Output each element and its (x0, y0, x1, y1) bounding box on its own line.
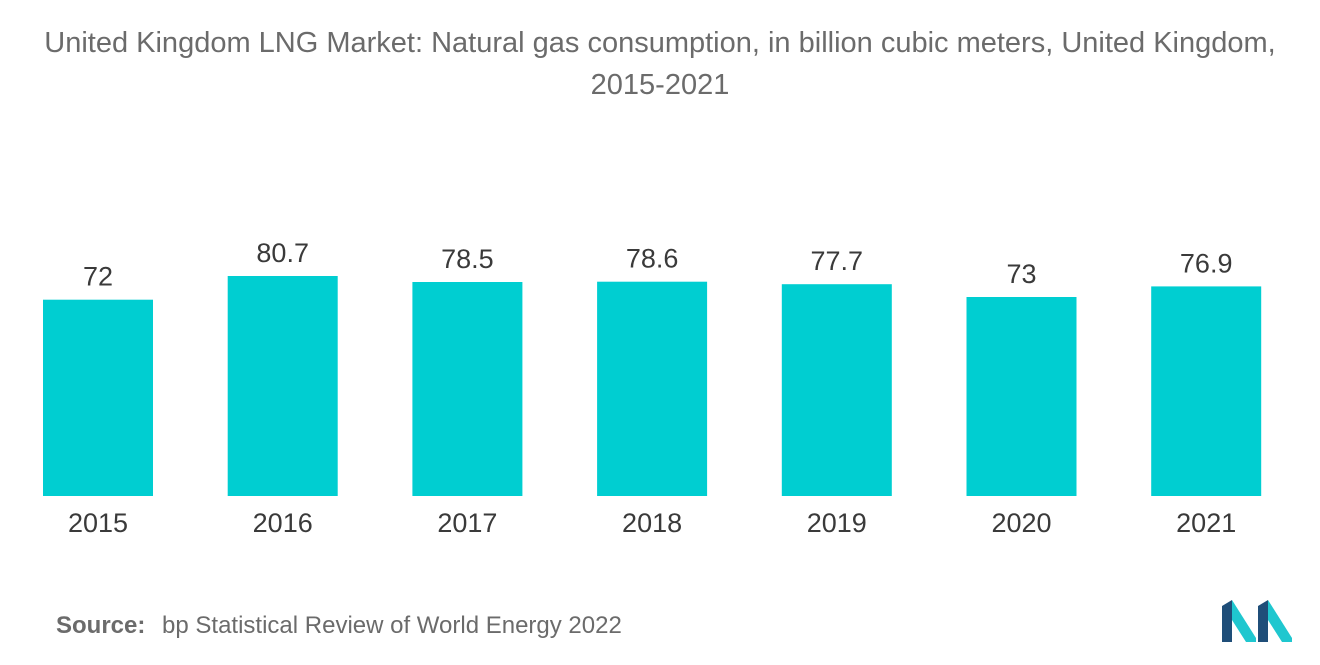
logo-shape-left (1222, 600, 1232, 642)
bar-2018 (597, 281, 708, 496)
value-label-2016: 80.7 (256, 238, 309, 268)
bar-2015 (43, 299, 153, 496)
value-label-2018: 78.6 (626, 244, 679, 274)
source-text: bp Statistical Review of World Energy 20… (162, 612, 622, 639)
x-tick-label-2018: 2018 (622, 508, 682, 538)
bar-2019 (781, 284, 892, 496)
chart-title: United Kingdom LNG Market: Natural gas c… (44, 27, 1276, 101)
source-note: Source: bp Statistical Review of World E… (56, 612, 622, 640)
value-label-2020: 73 (1006, 259, 1036, 289)
bar-chart: 72 2015 80.7 2016 78.5 2017 78.6 2018 77.7 2019 73… (43, 238, 1262, 538)
bar-2016 (227, 276, 338, 496)
x-tick-label-2019: 2019 (807, 508, 867, 538)
bar-2017 (412, 282, 523, 496)
bar-2020 (966, 297, 1077, 496)
x-tick-label-2020: 2020 (991, 508, 1051, 538)
logo-shape-mid (1232, 600, 1256, 642)
logo-shape-right-b (1268, 600, 1292, 642)
logo-shape-right-a (1258, 600, 1268, 642)
bar-2021 (1151, 286, 1262, 496)
x-tick-label-2016: 2016 (253, 508, 313, 538)
x-tick-label-2021: 2021 (1176, 508, 1236, 538)
value-label-2017: 78.5 (441, 244, 494, 274)
value-label-2021: 76.9 (1180, 248, 1233, 278)
value-label-2015: 72 (83, 262, 113, 292)
x-tick-label-2015: 2015 (68, 508, 128, 538)
mordor-intelligence-logo-icon (1222, 600, 1292, 642)
value-label-2019: 77.7 (811, 246, 864, 276)
x-tick-label-2017: 2017 (437, 508, 497, 538)
source-label: Source: (56, 612, 146, 639)
